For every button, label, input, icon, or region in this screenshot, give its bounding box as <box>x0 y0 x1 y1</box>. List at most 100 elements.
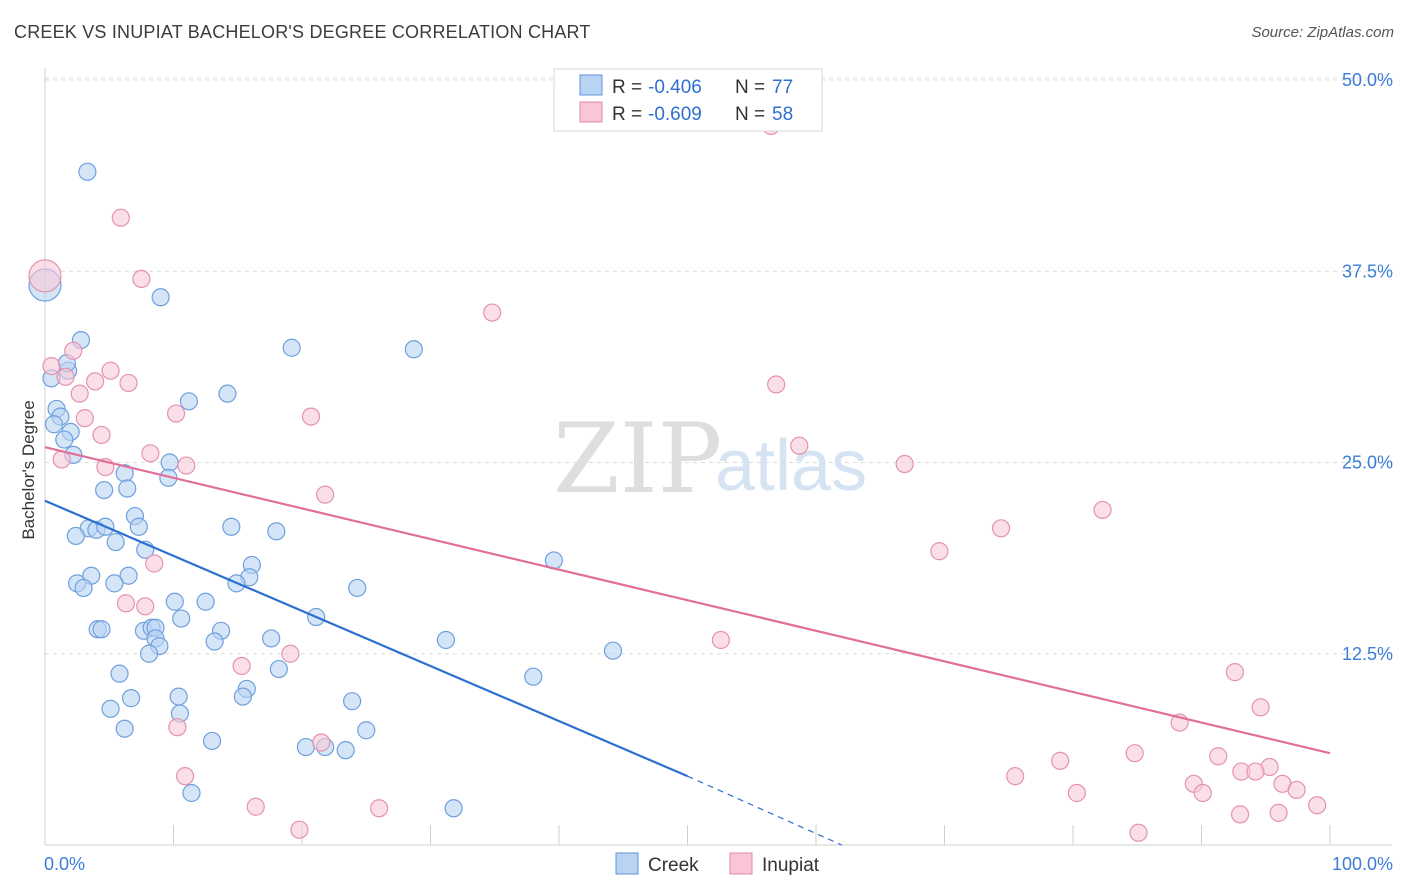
creek-point-30 <box>106 532 125 552</box>
inupiat-point-18 <box>141 444 160 463</box>
creek-point-56 <box>436 630 456 650</box>
creek-point-70 <box>357 721 376 740</box>
inupiat-point-22 <box>895 454 914 474</box>
source-label: Source: ZipAtlas.com <box>1251 24 1394 41</box>
inupiat-point-15 <box>75 409 94 428</box>
creek-point-13 <box>282 338 301 357</box>
legend-n-label-inupiat: N = <box>735 104 765 125</box>
creek-point-76 <box>444 799 463 818</box>
legend-swatch-creek <box>579 74 603 96</box>
creek-point-57 <box>139 644 159 663</box>
creek-point-20 <box>118 479 137 498</box>
creek-point-60 <box>110 664 129 683</box>
creek-point-14 <box>404 340 423 359</box>
creek-point-15 <box>218 384 237 403</box>
inupiat-point-37 <box>312 733 331 752</box>
creek-point-29 <box>66 526 85 546</box>
legend-r-value-creek: -0.406 <box>648 77 702 98</box>
creek-point-17 <box>160 453 179 472</box>
inupiat-point-49 <box>1067 783 1086 803</box>
creek-point-61 <box>524 667 543 686</box>
inupiat-point-34 <box>1251 698 1270 717</box>
legend-r-label-creek: R = <box>612 77 642 98</box>
inupiat-point-23 <box>316 485 335 504</box>
inupiat-point-6 <box>42 357 61 376</box>
series-legend: Creek Inupiat <box>615 852 820 876</box>
creek-point-59 <box>269 659 288 679</box>
chart-title: CREEK VS INUPIAT BACHELOR'S DEGREE CORRE… <box>14 22 591 42</box>
inupiat-point-30 <box>711 630 731 650</box>
creek-point-71 <box>202 731 222 751</box>
watermark-zip: ZIP <box>553 403 722 515</box>
watermark-atlas: atlas <box>715 426 867 506</box>
creek-point-72 <box>296 737 315 757</box>
inupiat-point-51 <box>246 797 265 816</box>
inupiat-point-2 <box>132 269 151 288</box>
series-legend-swatch-creek <box>615 852 639 875</box>
legend-n-value-creek: 77 <box>772 77 793 98</box>
inupiat-point-43 <box>1246 762 1265 781</box>
legend-r-label-inupiat: R = <box>612 104 642 125</box>
inupiat-point-13 <box>166 404 186 423</box>
creek-point-52 <box>262 629 281 648</box>
inupiat-point-31 <box>281 644 300 663</box>
creek-point-67 <box>101 699 120 718</box>
inupiat-point-12 <box>70 384 89 403</box>
inupiat-point-8 <box>56 367 75 386</box>
creek-trend-extension <box>687 775 842 846</box>
inupiat-point-54 <box>1269 803 1288 822</box>
creek-point-41 <box>348 578 367 598</box>
creek-point-42 <box>165 592 184 611</box>
creek-point-44 <box>172 609 191 628</box>
series-legend-label-creek: Creek <box>648 855 699 876</box>
creek-point-64 <box>121 689 141 708</box>
inupiat-point-40 <box>1051 751 1070 770</box>
creek-point-9 <box>44 415 64 434</box>
inupiat-point-48 <box>1287 780 1306 800</box>
creek-point-16 <box>179 392 199 411</box>
creek-point-43 <box>196 592 215 611</box>
inupiat-point-28 <box>116 594 136 613</box>
creek-point-24 <box>222 517 241 536</box>
creek-point-11 <box>55 430 74 449</box>
creek-point-1 <box>78 162 97 181</box>
inupiat-point-11 <box>767 375 786 394</box>
inupiat-point-44 <box>1006 767 1025 786</box>
legend-r-value-inupiat: -0.609 <box>648 104 702 125</box>
creek-point-35 <box>119 566 138 585</box>
inupiat-point-55 <box>1230 805 1250 824</box>
inupiat-point-39 <box>1209 747 1228 766</box>
creek-point-23 <box>129 517 148 536</box>
inupiat-point-0 <box>28 259 62 293</box>
inupiat-point-10 <box>119 373 138 393</box>
series-legend-label-inupiat: Inupiat <box>762 855 820 876</box>
creek-point-69 <box>115 719 134 738</box>
creek-point-2 <box>151 288 170 307</box>
creek-point-21 <box>95 480 114 500</box>
creek-point-38 <box>105 574 124 593</box>
creek-point-51 <box>92 620 111 639</box>
series-legend-swatch-inupiat <box>729 852 753 875</box>
watermark: ZIP atlas <box>553 403 867 515</box>
inupiat-point-36 <box>168 718 187 737</box>
inupiat-point-50 <box>1193 783 1212 803</box>
creek-point-58 <box>603 641 623 660</box>
creek-point-55 <box>205 632 224 651</box>
inupiat-point-14 <box>301 407 321 426</box>
y-tick-label-0: 12.5% <box>1342 644 1393 664</box>
creek-trend-line <box>44 499 688 778</box>
inupiat-trend-line <box>44 446 1331 755</box>
y-tick-label-2: 37.5% <box>1342 261 1393 281</box>
inupiat-points <box>28 116 1327 842</box>
inupiat-point-53 <box>1308 796 1327 815</box>
tick-labels: 12.5% 25.0% 37.5% 50.0% 0.0% 100.0% <box>44 70 1393 874</box>
y-axis-title: Bachelor's Degree <box>19 400 38 539</box>
inupiat-point-25 <box>991 519 1011 538</box>
inupiat-point-38 <box>1125 744 1144 763</box>
creek-point-66 <box>343 692 362 711</box>
x-tick-label-1: 100.0% <box>1332 854 1393 874</box>
inupiat-point-45 <box>175 767 195 786</box>
creek-point-28 <box>267 522 286 541</box>
trend-lines <box>44 446 1331 846</box>
